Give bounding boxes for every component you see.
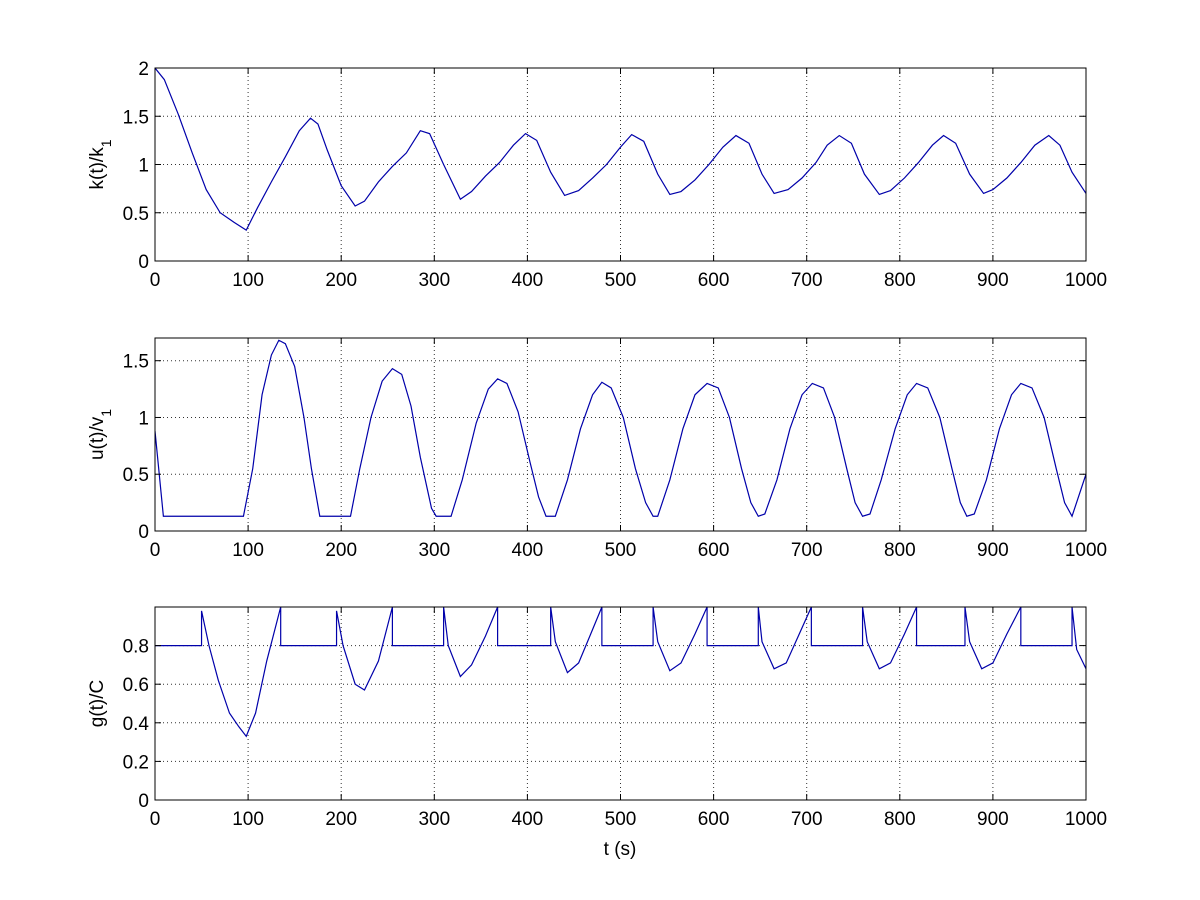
x-tick-label: 100: [232, 540, 264, 561]
x-tick-label: 200: [325, 270, 357, 291]
subplot-1: 0 100 200 300 400 500 600 700 800 900 1000 0 0.5 1 1.5…: [87, 59, 1107, 291]
y-tick-label: 0: [138, 522, 149, 543]
x-tick-label: 0: [150, 540, 161, 561]
y-tick-label: 0.6: [123, 675, 149, 696]
y-axis-label: g(t)/C: [87, 680, 108, 728]
x-tick-label: 400: [512, 270, 544, 291]
x-tick-label: 800: [884, 540, 916, 561]
y-tick-label: 0: [138, 791, 149, 812]
x-tick-label: 500: [605, 270, 637, 291]
y-tick-label: 0.5: [123, 465, 149, 486]
x-tick-label: 600: [698, 540, 730, 561]
x-tick-label: 700: [791, 540, 823, 561]
x-tick-label: 800: [884, 809, 916, 830]
y-tick-label: 0.2: [123, 752, 149, 773]
y-tick-label: 1: [138, 408, 149, 429]
x-tick-label: 300: [418, 540, 450, 561]
x-tick-label: 1000: [1065, 809, 1107, 830]
y-tick-label: 0.5: [123, 204, 149, 225]
x-tick-label: 600: [698, 809, 730, 830]
x-tick-label: 100: [232, 809, 264, 830]
y-tick-label: 1.5: [123, 352, 149, 373]
y-tick-label: 1.5: [123, 107, 149, 128]
y-tick-label: 2: [138, 59, 149, 80]
y-tick-label: 0.8: [123, 637, 149, 658]
series-line-1: [155, 339, 1086, 518]
y-axis-label: k(t)/k1: [87, 139, 114, 189]
x-tick-label: 100: [232, 270, 264, 291]
x-tick-label: 400: [512, 540, 544, 561]
x-tick-label: 500: [605, 540, 637, 561]
x-tick-label: 600: [698, 270, 730, 291]
x-tick-label: 0: [150, 809, 161, 830]
y-tick-label: 0: [138, 252, 149, 273]
x-tick-label: 900: [977, 270, 1009, 291]
x-tick-label: 500: [605, 809, 637, 830]
x-tick-label: 300: [418, 270, 450, 291]
x-tick-label: 900: [977, 540, 1009, 561]
axes-container: 0 100 200 300 400 500 600 700 800 900 100000.511.5…: [87, 59, 1107, 830]
x-tick-label: 200: [325, 540, 357, 561]
y-axis-label: u(t)/v1: [87, 409, 114, 460]
x-tick-label: 1000: [1065, 270, 1107, 291]
series-line-1: [155, 67, 1086, 231]
x-tick-label: 900: [977, 809, 1009, 830]
y-tick-label: 1: [138, 156, 149, 177]
series-line-1: [155, 606, 1086, 738]
x-tick-label: 200: [325, 809, 357, 830]
x-tick-label: 700: [791, 809, 823, 830]
subplot-2: 0 100 200 300 400 500 600 700 800 900 1000 0 0.5 1 1.5…: [87, 337, 1107, 561]
x-tick-label: 700: [791, 270, 823, 291]
x-tick-label: 400: [512, 809, 544, 830]
x-tick-label: 0: [150, 270, 161, 291]
x-tick-label: 800: [884, 270, 916, 291]
x-tick-label: 1000: [1065, 540, 1107, 561]
x-axis-label: t (s): [604, 839, 637, 860]
y-tick-label: 0.4: [123, 714, 150, 735]
subplot-3: 0 100 200 300 400 500 600 700 800 900 1000 0 0.2 0.4 0…: [87, 606, 1107, 830]
x-tick-label: 300: [418, 809, 450, 830]
